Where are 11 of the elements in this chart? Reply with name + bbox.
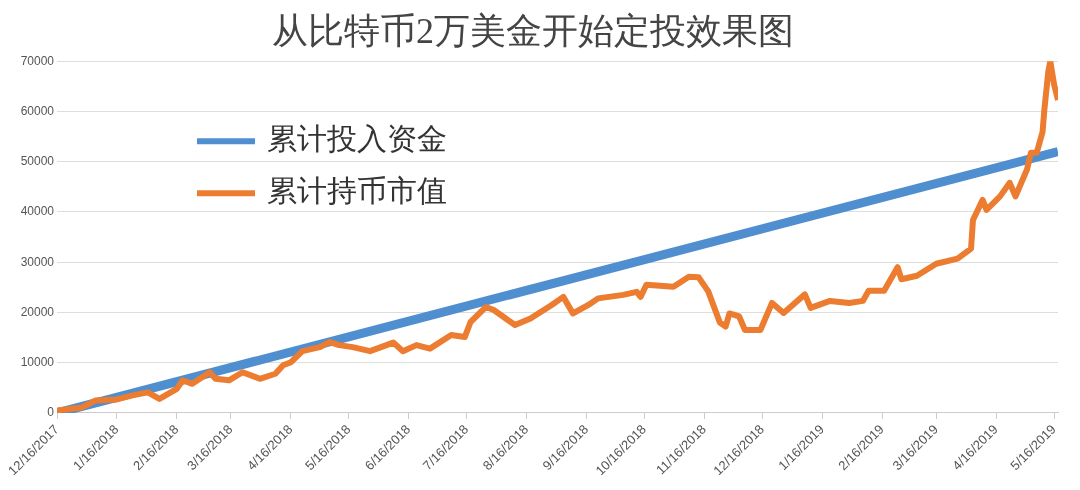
y-tick-label: 10000 (20, 355, 55, 370)
chart-title: 从比特币2万美金开始定投效果图 (272, 11, 794, 52)
y-tick-label: 60000 (20, 103, 55, 118)
y-tick-label: 0 (47, 405, 55, 420)
y-tick-label: 70000 (20, 53, 55, 68)
y-tick-label: 50000 (20, 154, 55, 169)
legend-label: 累计持币市值 (267, 174, 448, 208)
y-tick-label: 30000 (20, 254, 55, 269)
legend-label: 累计投入资金 (267, 122, 448, 156)
y-tick-label: 40000 (20, 204, 55, 219)
y-tick-label: 20000 (20, 304, 55, 319)
